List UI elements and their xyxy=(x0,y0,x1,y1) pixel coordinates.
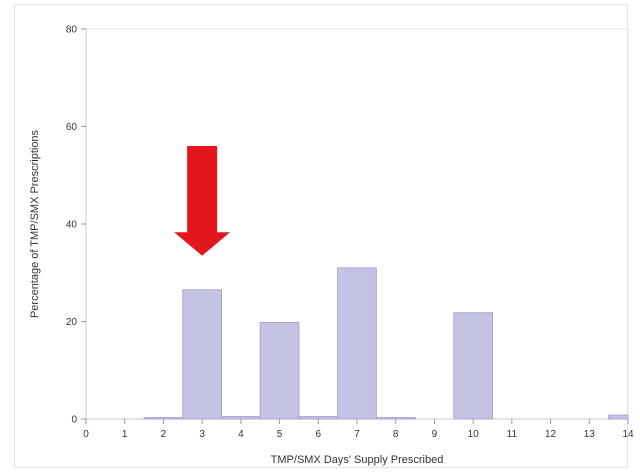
bar-x-4 xyxy=(221,416,261,420)
x-tick-label: 13 xyxy=(584,429,596,440)
x-tick-label: 14 xyxy=(622,429,634,440)
down-arrow-annotation xyxy=(174,146,231,256)
bar-x-8 xyxy=(375,417,416,420)
bar-x-10 xyxy=(453,312,494,420)
x-tick-label: 5 xyxy=(277,429,283,440)
y-tick-label: 20 xyxy=(66,317,78,328)
x-axis-ticks: 0 1 2 3 4 5 6 7 8 9 10 11 12 13 14 xyxy=(83,419,634,440)
x-tick-label: 3 xyxy=(199,429,205,440)
x-tick-label: 11 xyxy=(507,429,518,440)
y-tick-label: 40 xyxy=(66,220,78,231)
y-tick-label: 60 xyxy=(66,122,78,133)
y-tick-label: 0 xyxy=(71,415,77,426)
bar-x-3 xyxy=(182,289,222,420)
bar-x-6 xyxy=(298,416,339,420)
x-tick-label: 12 xyxy=(545,429,557,440)
y-axis-label: Percentage of TMP/SMX Prescriptions xyxy=(29,129,41,318)
x-tick-label: 10 xyxy=(468,429,480,440)
bar-x-14 xyxy=(608,414,629,420)
x-tick-label: 4 xyxy=(238,429,244,440)
x-axis-label: TMP/SMX Days' Supply Prescribed xyxy=(271,454,444,466)
x-tick-label: 9 xyxy=(432,429,438,440)
x-tick-label: 0 xyxy=(83,429,89,440)
bar-x-5 xyxy=(259,321,300,420)
bar-x-7 xyxy=(337,267,377,420)
y-tick-label: 80 xyxy=(66,25,78,36)
x-tick-label: 6 xyxy=(316,429,322,440)
bar-series xyxy=(143,267,629,420)
bar-x-2 xyxy=(143,417,184,420)
x-tick-label: 8 xyxy=(393,429,399,440)
x-tick-label: 7 xyxy=(354,429,360,440)
y-axis-ticks: 0 20 40 60 80 xyxy=(66,25,86,426)
x-tick-label: 2 xyxy=(161,429,167,440)
x-tick-label: 1 xyxy=(122,429,128,440)
chart-frame xyxy=(14,4,628,468)
